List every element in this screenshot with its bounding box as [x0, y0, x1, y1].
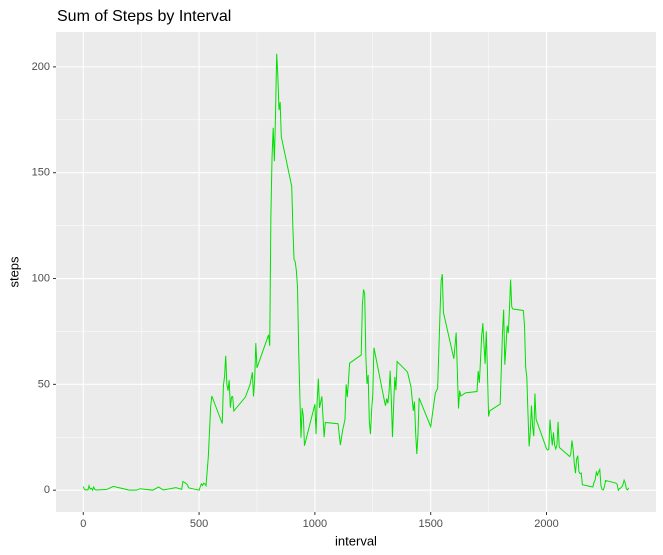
x-axis-title: interval [335, 533, 377, 548]
x-tick-label: 2000 [534, 518, 558, 530]
x-tick-label: 0 [80, 518, 86, 530]
x-tick-label: 1500 [418, 518, 442, 530]
y-tick-label: 150 [32, 167, 50, 179]
x-tick-label: 1000 [303, 518, 327, 530]
x-tick-label: 500 [190, 518, 208, 530]
y-tick-label: 200 [32, 61, 50, 73]
data-line [82, 53, 630, 492]
chart-title: Sum of Steps by Interval [57, 8, 231, 25]
y-axis-title: steps [6, 256, 21, 288]
y-tick-label: 50 [38, 378, 50, 390]
y-tick-label: 100 [32, 272, 50, 284]
panel [56, 32, 656, 512]
y-tick-label: 0 [44, 484, 50, 496]
